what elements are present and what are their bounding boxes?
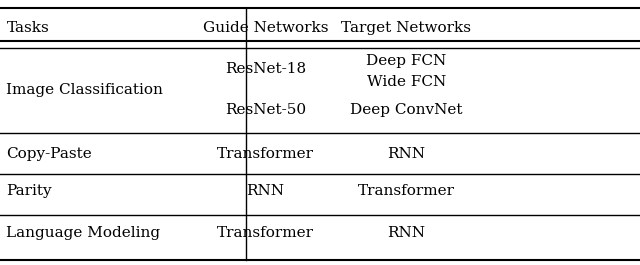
Text: Transformer: Transformer	[217, 147, 314, 161]
Text: Language Modeling: Language Modeling	[6, 226, 161, 240]
Text: Target Networks: Target Networks	[341, 21, 472, 35]
Text: Wide FCN: Wide FCN	[367, 75, 446, 89]
Text: RNN: RNN	[387, 226, 426, 240]
Text: ResNet-50: ResNet-50	[225, 103, 306, 117]
Text: Guide Networks: Guide Networks	[203, 21, 328, 35]
Text: Parity: Parity	[6, 184, 52, 198]
Text: Transformer: Transformer	[217, 226, 314, 240]
Text: Image Classification: Image Classification	[6, 83, 163, 97]
Text: Tasks: Tasks	[6, 21, 49, 35]
Text: Deep FCN: Deep FCN	[366, 54, 447, 68]
Text: RNN: RNN	[246, 184, 285, 198]
Text: Transformer: Transformer	[358, 184, 455, 198]
Text: ResNet-18: ResNet-18	[225, 62, 306, 76]
Text: RNN: RNN	[387, 147, 426, 161]
Text: Copy-Paste: Copy-Paste	[6, 147, 92, 161]
Text: Deep ConvNet: Deep ConvNet	[350, 103, 463, 117]
